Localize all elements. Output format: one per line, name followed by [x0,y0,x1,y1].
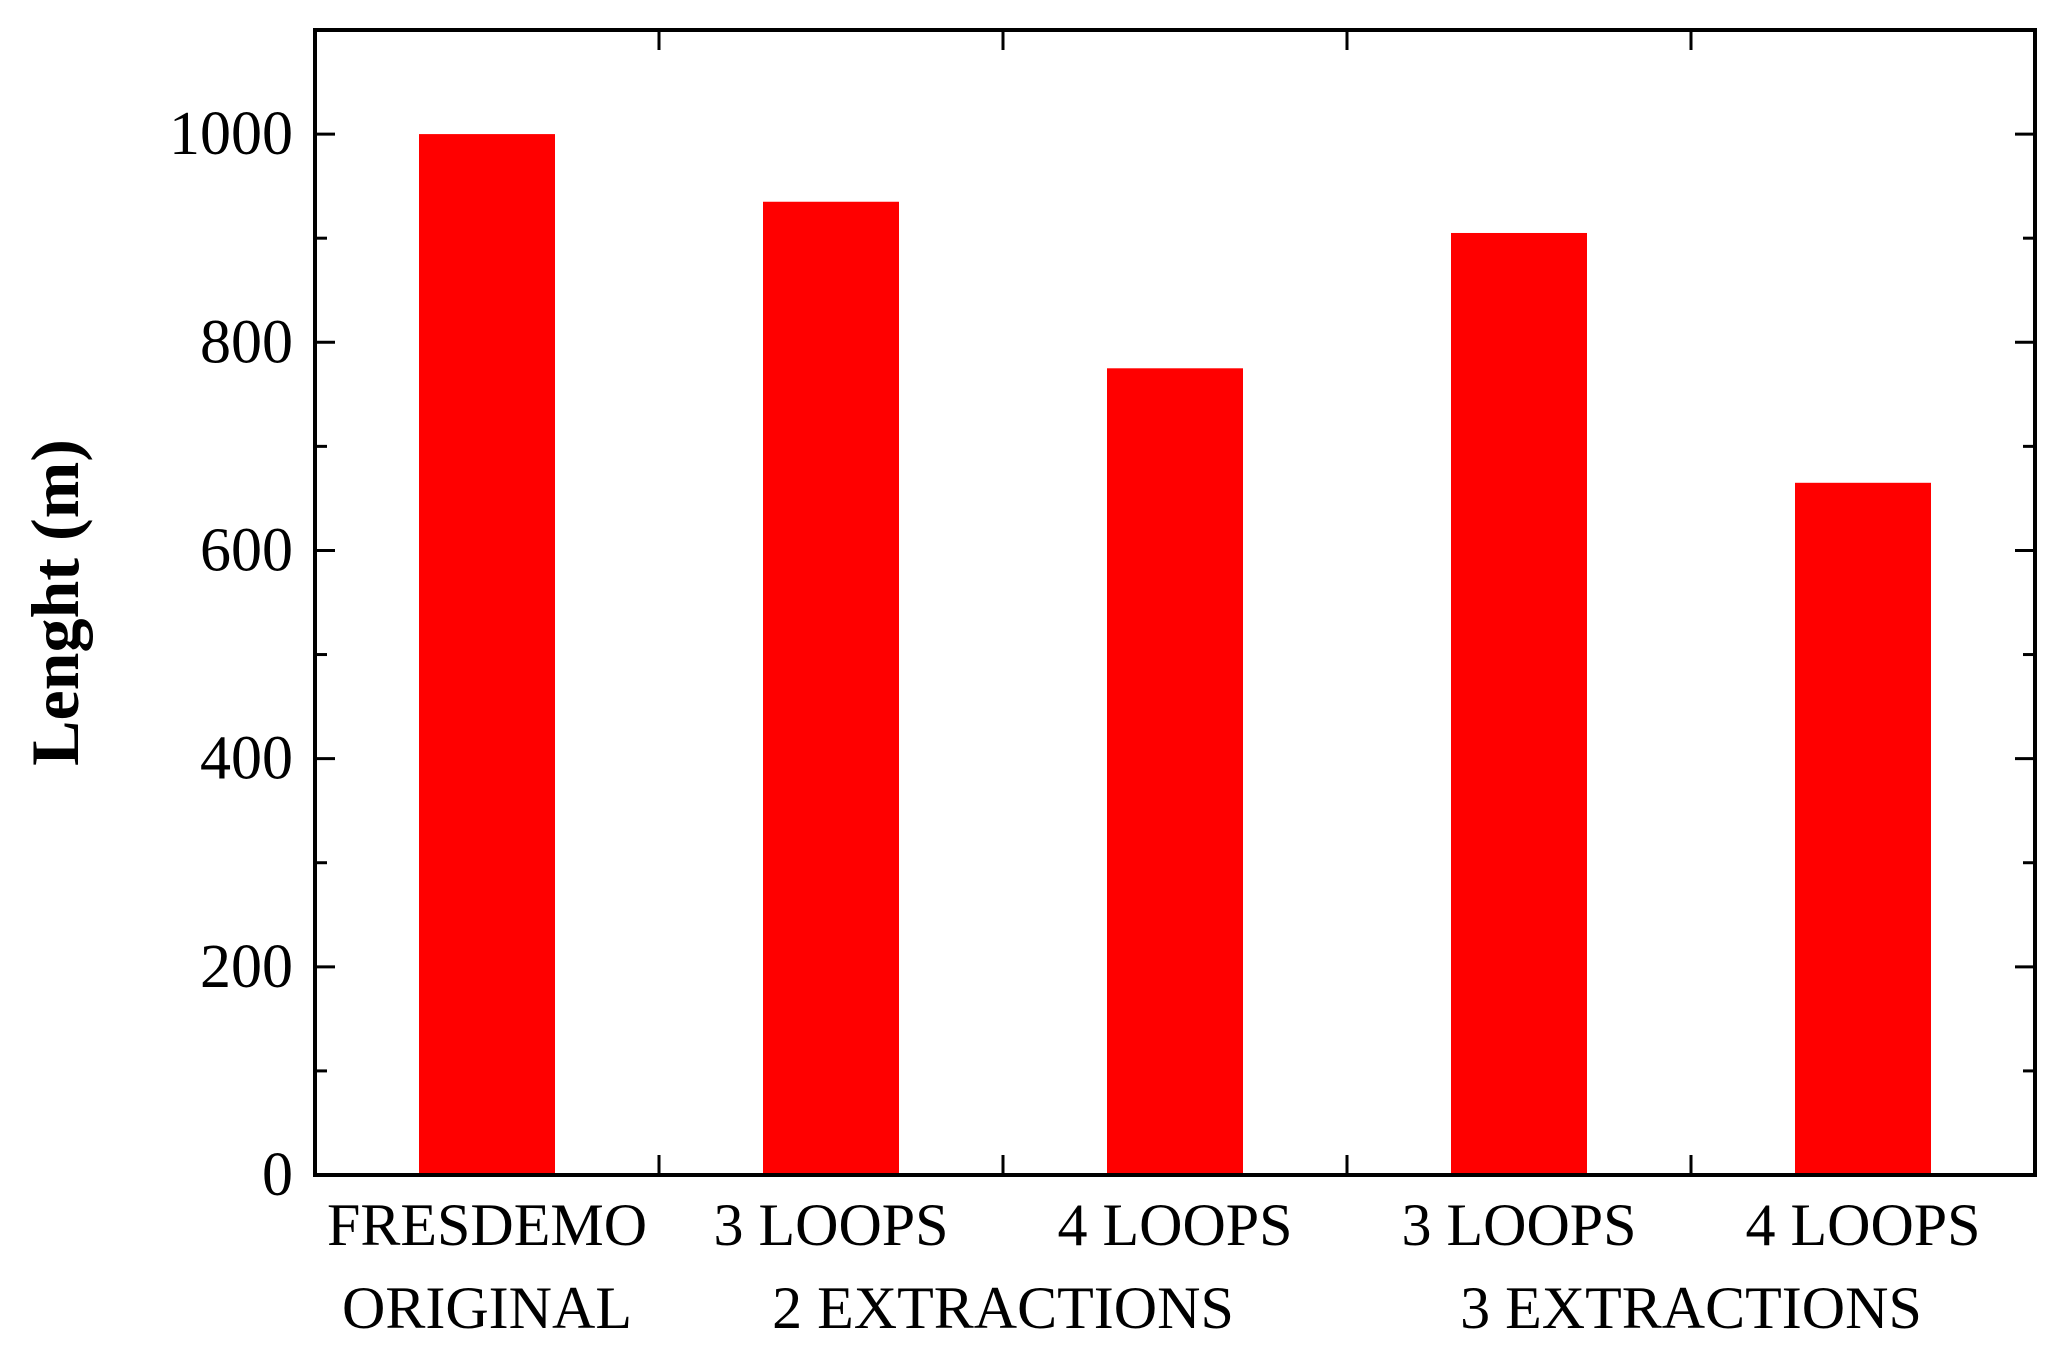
y-tick-label: 200 [200,933,293,1001]
bar-1 [419,134,555,1175]
bars [419,134,1931,1176]
y-axis-title: Lenght (m) [17,439,93,766]
x-category-label: 4 LOOPS [1745,1192,1980,1258]
x-category-label: 3 LOOPS [713,1192,948,1258]
x-group-label: 2 EXTRACTIONS [772,1275,1234,1341]
y-tick-label: 600 [200,516,293,584]
x-group-label: ORIGINAL [342,1275,632,1341]
bar-3 [1107,368,1243,1176]
bar-5 [1795,482,1931,1176]
plot-frame [313,28,2037,1177]
y-tick-label: 400 [200,725,293,793]
axis-labels: 0 200 400 600 800 1000 FRESDEMO 3 LOOPS 4 LOOPS 3… [169,100,1981,1341]
x-category-label: 3 LOOPS [1401,1192,1636,1258]
x-group-label: 3 EXTRACTIONS [1460,1275,1922,1341]
x-category-label: 4 LOOPS [1057,1192,1292,1258]
y-tick-label: 1000 [169,100,293,168]
y-tick-label: 0 [262,1141,293,1209]
bar-4 [1451,232,1587,1175]
x-category-label: FRESDEMO [327,1192,647,1258]
y-tick-label: 800 [200,308,293,376]
bar-2 [763,201,899,1175]
